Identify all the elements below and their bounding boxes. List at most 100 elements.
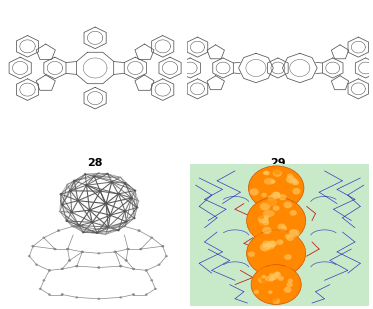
Ellipse shape [263,243,275,250]
Circle shape [268,265,276,271]
Circle shape [289,291,295,295]
Circle shape [97,228,100,230]
Circle shape [289,210,297,216]
Circle shape [66,184,69,186]
Circle shape [114,251,117,253]
Text: 28: 28 [87,158,103,167]
Circle shape [284,287,291,293]
Circle shape [275,168,284,176]
Circle shape [93,175,96,178]
Circle shape [165,255,168,257]
Circle shape [61,268,64,270]
Circle shape [263,250,271,256]
Circle shape [104,202,108,205]
Circle shape [289,231,297,237]
Circle shape [75,265,78,267]
Circle shape [95,232,98,234]
Circle shape [126,248,129,250]
Circle shape [270,226,278,231]
Circle shape [97,252,100,254]
Circle shape [268,270,273,275]
Circle shape [130,197,133,199]
Circle shape [150,237,153,239]
Circle shape [59,210,61,213]
Circle shape [277,228,286,236]
Circle shape [286,176,295,183]
Circle shape [271,192,280,199]
Circle shape [289,218,297,225]
Circle shape [259,218,269,226]
Circle shape [107,226,110,228]
Circle shape [119,176,122,178]
Circle shape [86,226,89,229]
Circle shape [298,246,306,253]
Circle shape [248,252,255,257]
Circle shape [263,171,268,175]
Circle shape [289,229,297,236]
Circle shape [53,248,56,250]
Circle shape [259,258,267,265]
Circle shape [275,193,282,199]
Circle shape [272,298,280,304]
Circle shape [264,184,269,188]
Circle shape [279,244,287,251]
Circle shape [117,193,120,195]
Circle shape [266,197,276,205]
Circle shape [262,227,272,234]
Circle shape [272,290,279,295]
Circle shape [76,199,79,202]
Circle shape [278,243,288,251]
Circle shape [277,206,285,212]
Circle shape [138,230,141,232]
Circle shape [263,284,269,289]
Circle shape [275,232,280,236]
Circle shape [132,268,135,270]
Circle shape [269,273,275,277]
Circle shape [69,190,72,192]
Circle shape [48,269,51,272]
Circle shape [253,230,261,237]
Circle shape [82,231,85,233]
Circle shape [91,221,94,224]
Circle shape [280,226,287,231]
Circle shape [75,265,78,267]
Circle shape [117,229,120,231]
Circle shape [161,245,164,247]
Circle shape [261,275,266,278]
Circle shape [48,294,51,296]
Circle shape [258,276,267,283]
Circle shape [288,279,293,283]
Circle shape [283,294,289,299]
Circle shape [250,227,258,235]
Circle shape [285,209,291,214]
Circle shape [273,170,282,177]
Circle shape [75,265,78,267]
Circle shape [263,212,273,220]
Circle shape [286,235,294,241]
Circle shape [59,193,62,195]
Circle shape [68,259,71,261]
Circle shape [119,265,122,267]
Circle shape [65,220,68,222]
Circle shape [125,259,128,261]
Circle shape [257,294,262,298]
Circle shape [104,233,107,235]
Circle shape [272,229,280,236]
Circle shape [81,251,84,253]
Circle shape [254,290,259,294]
Circle shape [133,217,136,219]
Circle shape [119,265,122,267]
Circle shape [282,243,289,248]
Circle shape [85,184,88,187]
Circle shape [290,220,295,225]
Circle shape [263,215,269,220]
Circle shape [284,254,292,260]
Circle shape [134,189,137,192]
Ellipse shape [265,276,275,281]
Circle shape [132,294,135,296]
Circle shape [106,173,109,175]
Circle shape [258,173,265,178]
Circle shape [268,195,275,201]
Circle shape [262,240,270,247]
Circle shape [57,230,60,232]
